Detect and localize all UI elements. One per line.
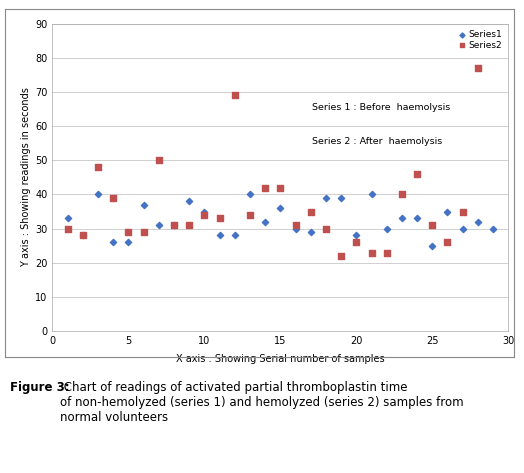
Series2 <box>443 238 452 246</box>
Series1 <box>246 191 254 198</box>
Series2 <box>474 64 482 72</box>
Series1 <box>322 194 330 201</box>
Series2 <box>109 194 117 201</box>
Series2 <box>383 249 391 256</box>
Series2 <box>231 92 239 99</box>
Series1 <box>63 215 72 222</box>
Series1 <box>124 238 133 246</box>
X-axis label: X axis : Showing Serial number of samples: X axis : Showing Serial number of sample… <box>176 354 385 364</box>
Series2 <box>352 238 361 246</box>
Series2 <box>276 184 285 192</box>
Series1 <box>307 228 315 236</box>
Series1 <box>428 242 436 249</box>
Series2 <box>155 157 163 164</box>
Text: Chart of readings of activated partial thromboplastin time
of non-hemolyzed (ser: Chart of readings of activated partial t… <box>60 381 464 424</box>
Series1 <box>276 204 285 212</box>
Series1 <box>291 225 300 232</box>
Series2 <box>200 211 209 219</box>
Series1 <box>352 232 361 239</box>
Series1 <box>413 215 421 222</box>
Series1 <box>139 201 148 209</box>
Series1 <box>458 225 467 232</box>
Series2 <box>79 232 87 239</box>
Series1 <box>398 215 406 222</box>
Series2 <box>170 221 178 229</box>
Series1 <box>79 232 87 239</box>
Series1 <box>337 194 345 201</box>
Series2 <box>413 170 421 178</box>
Series2 <box>322 225 330 232</box>
Text: Figure 3:: Figure 3: <box>10 381 70 394</box>
Series2 <box>261 184 269 192</box>
Series2 <box>307 208 315 215</box>
Series2 <box>428 221 436 229</box>
Series1 <box>215 232 224 239</box>
Series2 <box>124 228 133 236</box>
Series2 <box>185 221 193 229</box>
Series1 <box>185 198 193 205</box>
Series2 <box>94 163 102 171</box>
Series1 <box>367 191 376 198</box>
Legend: Series1, Series2: Series1, Series2 <box>456 28 504 52</box>
Series1 <box>200 208 209 215</box>
Series1 <box>109 238 117 246</box>
Series1 <box>261 218 269 226</box>
Text: Series 2 : After  haemolysis: Series 2 : After haemolysis <box>312 137 442 146</box>
Series1 <box>489 225 497 232</box>
Series1 <box>443 208 452 215</box>
Series2 <box>291 221 300 229</box>
Series1 <box>94 191 102 198</box>
Series2 <box>63 225 72 232</box>
Series2 <box>139 228 148 236</box>
Y-axis label: Y axis : Showing readings in seconds: Y axis : Showing readings in seconds <box>21 88 31 267</box>
Series1 <box>231 232 239 239</box>
Series2 <box>398 191 406 198</box>
Series2 <box>458 208 467 215</box>
Series2 <box>246 211 254 219</box>
Series2 <box>215 215 224 222</box>
Series2 <box>337 252 345 260</box>
Series1 <box>155 221 163 229</box>
Series1 <box>170 221 178 229</box>
Series1 <box>474 218 482 226</box>
Text: Series 1 : Before  haemolysis: Series 1 : Before haemolysis <box>312 103 451 112</box>
Series2 <box>367 249 376 256</box>
Series1 <box>383 225 391 232</box>
